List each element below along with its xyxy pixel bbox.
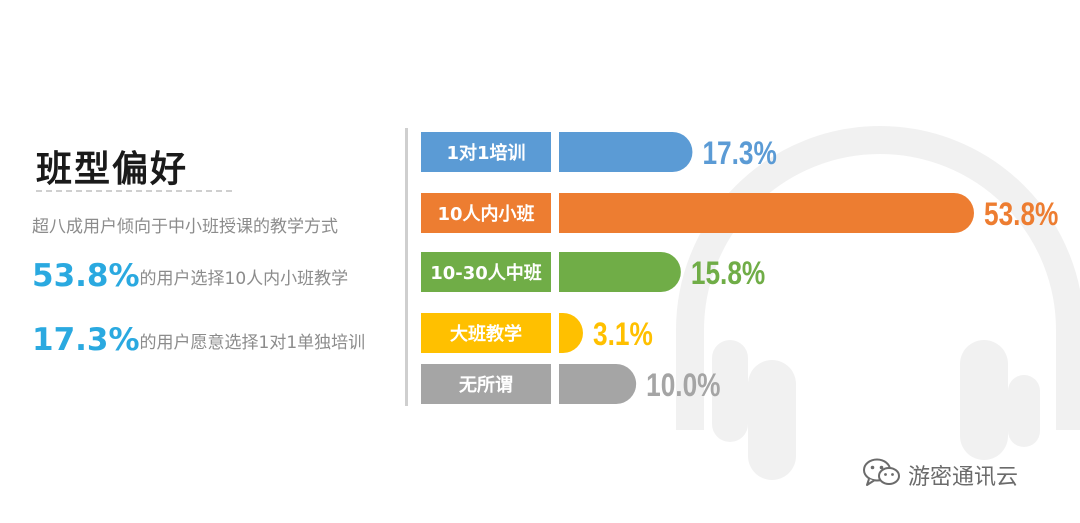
stat-line-1: 53.8%的用户选择10人内小班教学 <box>32 258 348 294</box>
data-label: 3.1% <box>593 318 653 353</box>
title-divider <box>36 190 232 192</box>
category-label-box <box>421 132 551 172</box>
category-label: 10人内小班 <box>437 203 534 225</box>
data-label: 17.3% <box>702 137 776 172</box>
watermark-text: 游密通讯云 <box>908 465 1019 490</box>
bar <box>559 193 974 233</box>
bar <box>559 132 693 172</box>
stat-2-percent: 17.3% <box>32 322 140 358</box>
wechat-icon <box>862 458 902 494</box>
page-title: 班型偏好 <box>36 148 189 190</box>
category-label-box <box>421 313 551 353</box>
stat-2-text: 的用户愿意选择1对1单独培训 <box>139 333 366 353</box>
bar <box>559 313 583 353</box>
stat-line-2: 17.3%的用户愿意选择1对1单独培训 <box>32 322 365 358</box>
category-label-box <box>421 364 551 404</box>
data-label: 10.0% <box>646 369 720 404</box>
bar <box>559 252 681 292</box>
data-label: 53.8% <box>984 198 1058 233</box>
page-subtitle: 超八成用户倾向于中小班授课的教学方式 <box>32 217 338 237</box>
stat-1-text: 的用户选择10人内小班教学 <box>139 269 349 289</box>
data-label: 15.8% <box>691 257 765 292</box>
category-label: 无所谓 <box>459 375 513 396</box>
category-label-box <box>421 193 551 233</box>
stat-1-percent: 53.8% <box>32 258 140 294</box>
bar <box>559 364 637 404</box>
watermark: 游密通讯云 <box>862 458 1018 494</box>
category-label: 1对1培训 <box>446 142 525 164</box>
category-label: 大班教学 <box>450 323 522 345</box>
category-label-box <box>421 252 551 292</box>
vertical-divider <box>405 128 408 406</box>
category-label: 10-30人中班 <box>430 262 542 284</box>
